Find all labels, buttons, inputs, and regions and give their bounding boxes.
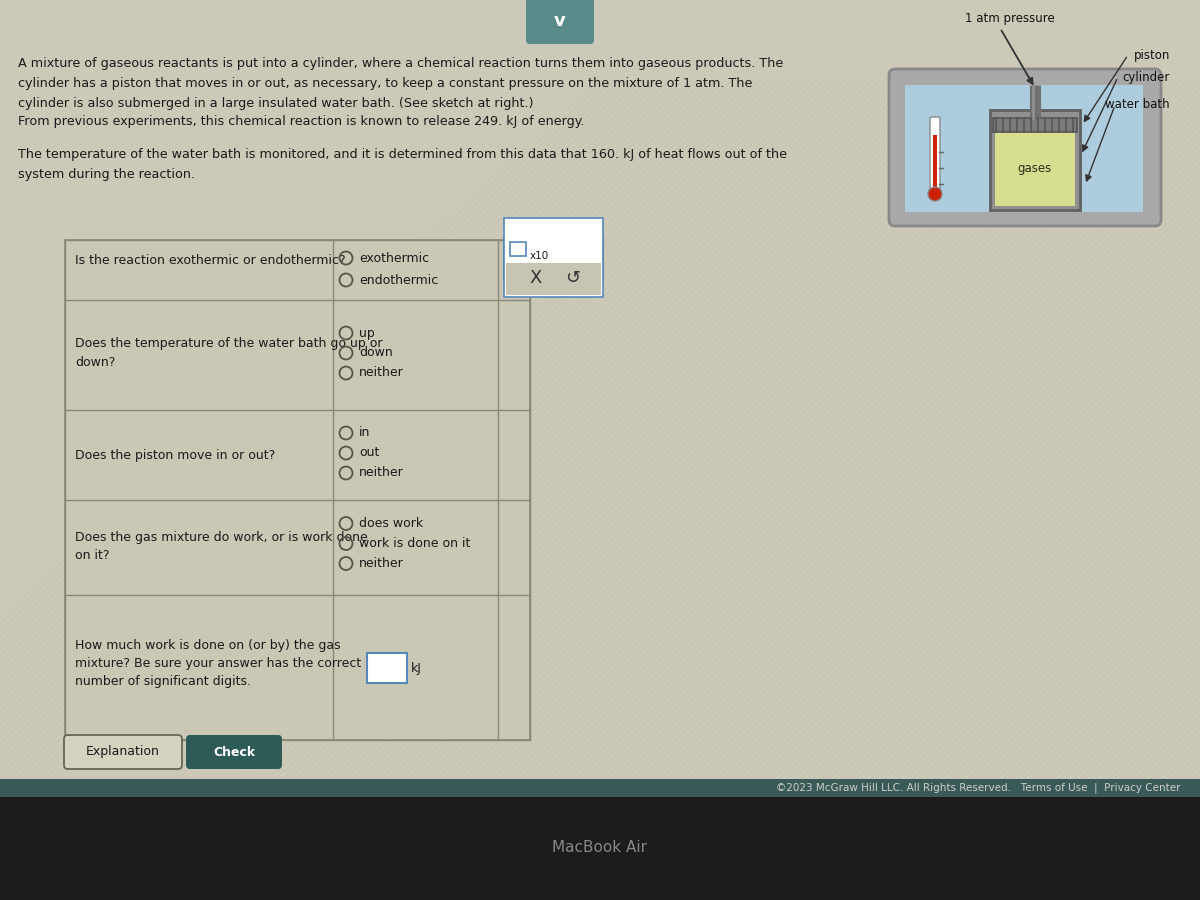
Text: cylinder has a piston that moves in or out, as necessary, to keep a constant pre: cylinder has a piston that moves in or o… — [18, 77, 752, 90]
Text: The temperature of the water bath is monitored, and it is determined from this d: The temperature of the water bath is mon… — [18, 148, 787, 161]
FancyBboxPatch shape — [0, 80, 1200, 797]
FancyBboxPatch shape — [186, 735, 282, 769]
Text: down: down — [359, 346, 392, 359]
Text: exothermic: exothermic — [359, 251, 430, 265]
Text: From previous experiments, this chemical reaction is known to release 249. kJ of: From previous experiments, this chemical… — [18, 115, 584, 128]
Text: A mixture of gaseous reactants is put into a cylinder, where a chemical reaction: A mixture of gaseous reactants is put in… — [18, 57, 784, 70]
Text: out: out — [359, 446, 379, 460]
Text: piston: piston — [1134, 49, 1170, 61]
FancyBboxPatch shape — [504, 238, 604, 280]
Text: x10: x10 — [530, 251, 550, 261]
Text: Check: Check — [212, 745, 256, 759]
Circle shape — [928, 187, 942, 201]
FancyBboxPatch shape — [526, 0, 594, 44]
Text: gases: gases — [1018, 162, 1052, 175]
Text: Does the temperature of the water bath go up or: Does the temperature of the water bath g… — [74, 337, 383, 349]
Text: cylinder is also submerged in a large insulated water bath. (See sketch at right: cylinder is also submerged in a large in… — [18, 97, 534, 110]
Text: v: v — [554, 12, 566, 30]
Text: ©2023 McGraw Hill LLC. All Rights Reserved.   Terms of Use  |  Privacy Center: ©2023 McGraw Hill LLC. All Rights Reserv… — [775, 783, 1180, 793]
Text: system during the reaction.: system during the reaction. — [18, 168, 196, 181]
FancyBboxPatch shape — [65, 240, 530, 740]
FancyBboxPatch shape — [934, 135, 937, 190]
Text: Does the piston move in or out?: Does the piston move in or out? — [74, 448, 275, 462]
FancyBboxPatch shape — [510, 242, 526, 256]
Text: on it?: on it? — [74, 549, 109, 562]
FancyBboxPatch shape — [504, 218, 604, 297]
FancyBboxPatch shape — [64, 735, 182, 769]
Text: 1 atm pressure: 1 atm pressure — [965, 12, 1055, 25]
FancyBboxPatch shape — [0, 797, 1200, 900]
Text: mixture? Be sure your answer has the correct: mixture? Be sure your answer has the cor… — [74, 657, 361, 670]
Text: endothermic: endothermic — [359, 274, 438, 286]
FancyBboxPatch shape — [506, 263, 601, 295]
FancyBboxPatch shape — [990, 110, 1080, 210]
FancyBboxPatch shape — [905, 85, 1142, 212]
Text: work is done on it: work is done on it — [359, 537, 470, 550]
Text: cylinder: cylinder — [1123, 70, 1170, 84]
FancyBboxPatch shape — [0, 779, 1200, 797]
Text: up: up — [359, 327, 374, 339]
Text: Does the gas mixture do work, or is work done: Does the gas mixture do work, or is work… — [74, 531, 367, 544]
FancyBboxPatch shape — [367, 652, 407, 682]
Text: ↺: ↺ — [565, 269, 581, 287]
Text: down?: down? — [74, 356, 115, 370]
FancyBboxPatch shape — [930, 117, 940, 193]
Text: MacBook Air: MacBook Air — [552, 841, 648, 856]
FancyBboxPatch shape — [995, 131, 1075, 206]
FancyBboxPatch shape — [889, 69, 1162, 226]
Text: Explanation: Explanation — [86, 745, 160, 759]
Text: How much work is done on (or by) the gas: How much work is done on (or by) the gas — [74, 639, 341, 652]
Text: number of significant digits.: number of significant digits. — [74, 675, 251, 688]
FancyBboxPatch shape — [994, 118, 1078, 132]
Text: neither: neither — [359, 366, 403, 380]
Text: in: in — [359, 427, 371, 439]
Text: does work: does work — [359, 517, 424, 530]
Text: Is the reaction exothermic or endothermic?: Is the reaction exothermic or endothermi… — [74, 254, 346, 266]
Text: kJ: kJ — [410, 662, 422, 675]
Text: water bath: water bath — [1105, 98, 1170, 112]
Text: neither: neither — [359, 466, 403, 480]
Text: neither: neither — [359, 557, 403, 570]
Text: X: X — [530, 269, 542, 287]
